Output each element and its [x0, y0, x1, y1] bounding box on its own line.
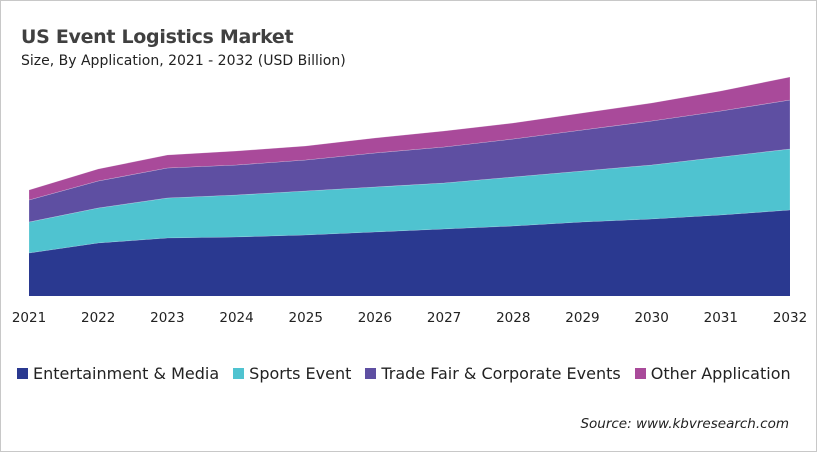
legend-swatch [365, 368, 377, 379]
legend-item: Trade Fair & Corporate Events [365, 364, 621, 383]
x-tick-label: 2030 [634, 310, 668, 326]
legend-swatch [17, 368, 28, 379]
x-tick-label: 2024 [219, 310, 253, 326]
x-tick-label: 2027 [427, 310, 461, 326]
x-tick-label: 2028 [496, 310, 530, 326]
x-tick-label: 2022 [81, 310, 115, 326]
legend-label: Other Application [650, 364, 791, 383]
legend-label: Entertainment & Media [33, 364, 220, 383]
legend-swatch [634, 368, 646, 379]
legend: Entertainment & Media Sports Event Trade F… [17, 364, 791, 383]
source-note: Source: www.kbvresearch.com [580, 416, 789, 432]
x-tick-label: 2029 [565, 310, 599, 326]
legend-item: Entertainment & Media [17, 364, 219, 383]
legend-swatch [233, 368, 245, 379]
x-tick-label: 2032 [773, 310, 807, 326]
legend-label: Sports Event [249, 364, 352, 383]
chart-subtitle: Size, By Application, 2021 - 2032 (USD B… [21, 53, 346, 69]
stacked-area-chart: 2021 2022 2023 2024 2025 2026 2027 2028 2029 2030… [12, 76, 807, 326]
x-tick-label: 2025 [289, 310, 323, 326]
area-series-entertainment-media [29, 210, 790, 296]
chart-title: US Event Logistics Market [21, 26, 294, 48]
area-series-other-application [28, 76, 791, 201]
x-tick-label: 2021 [12, 310, 46, 326]
legend-item: Sports Event [233, 364, 351, 383]
legend-item: Other Application [634, 364, 791, 383]
legend-label: Trade Fair & Corporate Events [381, 364, 621, 383]
x-tick-label: 2026 [358, 310, 392, 326]
x-tick-label: 2031 [704, 310, 738, 326]
x-tick-label: 2023 [150, 310, 184, 326]
